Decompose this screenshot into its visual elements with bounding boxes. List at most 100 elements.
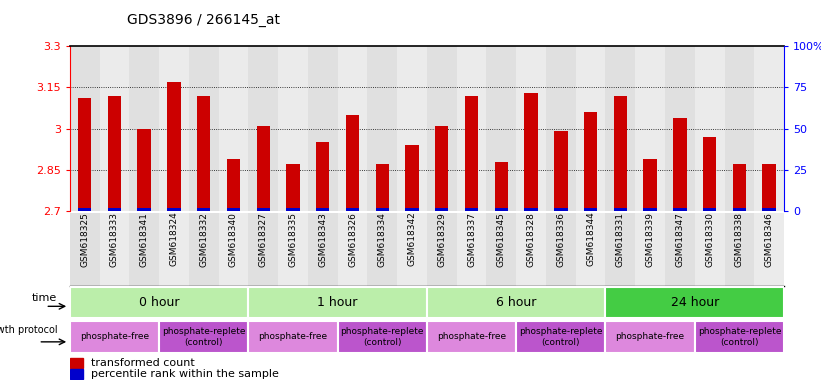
Bar	[546, 46, 576, 211]
Bar	[159, 213, 189, 286]
Bar	[137, 208, 151, 211]
Bar	[554, 208, 567, 211]
Bar	[516, 213, 546, 286]
Bar	[516, 46, 546, 211]
Bar	[70, 46, 99, 211]
Bar	[248, 321, 337, 353]
Bar	[695, 321, 784, 353]
Bar	[99, 213, 130, 286]
Bar	[99, 46, 130, 211]
Bar	[256, 126, 270, 211]
Bar	[70, 369, 83, 379]
Bar	[406, 145, 419, 211]
Text: phosphate-replete
(control): phosphate-replete (control)	[698, 327, 781, 347]
Bar	[644, 208, 657, 211]
Bar	[278, 213, 308, 286]
Bar	[189, 46, 218, 211]
Bar	[256, 208, 270, 211]
Bar	[435, 208, 448, 211]
Bar	[763, 164, 776, 211]
Bar	[576, 46, 606, 211]
Bar	[613, 96, 627, 211]
Bar	[337, 321, 427, 353]
Bar	[308, 213, 337, 286]
Bar	[525, 93, 538, 211]
Text: phosphate-replete
(control): phosphate-replete (control)	[162, 327, 245, 347]
Bar	[316, 208, 329, 211]
Bar	[725, 46, 754, 211]
Text: growth protocol: growth protocol	[0, 325, 57, 336]
Bar	[427, 287, 606, 318]
Text: phosphate-free: phosphate-free	[80, 333, 149, 341]
Bar	[249, 46, 278, 211]
Bar	[606, 287, 784, 318]
Bar	[78, 98, 91, 211]
Bar	[494, 162, 508, 211]
Text: transformed count: transformed count	[91, 358, 195, 368]
Bar	[427, 46, 456, 211]
Bar	[665, 213, 695, 286]
Bar	[644, 159, 657, 211]
Bar	[732, 208, 746, 211]
Bar	[397, 46, 427, 211]
Bar	[167, 208, 181, 211]
Bar	[368, 46, 397, 211]
Bar	[613, 208, 627, 211]
Bar	[159, 46, 189, 211]
Bar	[584, 112, 598, 211]
Bar	[427, 213, 456, 286]
Bar	[316, 142, 329, 211]
Bar	[108, 96, 122, 211]
Bar	[635, 46, 665, 211]
Bar	[494, 208, 508, 211]
Text: 0 hour: 0 hour	[139, 296, 179, 309]
Bar	[130, 213, 159, 286]
Bar	[732, 164, 746, 211]
Bar	[703, 137, 717, 211]
Bar	[346, 208, 360, 211]
Bar	[525, 208, 538, 211]
Text: time: time	[32, 293, 57, 303]
Bar	[159, 321, 248, 353]
Text: phosphate-replete
(control): phosphate-replete (control)	[341, 327, 424, 347]
Bar	[635, 213, 665, 286]
Bar	[287, 164, 300, 211]
Bar	[673, 208, 686, 211]
Bar	[465, 96, 479, 211]
Bar	[227, 159, 241, 211]
Bar	[248, 287, 427, 318]
Text: phosphate-replete
(control): phosphate-replete (control)	[519, 327, 603, 347]
Bar	[70, 358, 83, 368]
Bar	[375, 164, 389, 211]
Bar	[724, 213, 754, 286]
Bar	[397, 213, 427, 286]
Bar	[108, 208, 122, 211]
Bar	[167, 82, 181, 211]
Bar	[248, 213, 278, 286]
Bar	[465, 208, 479, 211]
Bar	[695, 46, 725, 211]
Bar	[337, 46, 368, 211]
Bar	[218, 46, 249, 211]
Bar	[606, 213, 635, 286]
Bar	[406, 208, 419, 211]
Bar	[435, 126, 448, 211]
Bar	[546, 213, 576, 286]
Bar	[487, 213, 516, 286]
Bar	[375, 208, 389, 211]
Bar	[337, 213, 368, 286]
Bar	[189, 213, 218, 286]
Bar	[278, 46, 308, 211]
Text: GDS3896 / 266145_at: GDS3896 / 266145_at	[127, 13, 280, 27]
Bar	[197, 208, 210, 211]
Bar	[456, 213, 487, 286]
Bar	[427, 321, 516, 353]
Bar	[308, 46, 337, 211]
Bar	[665, 46, 695, 211]
Bar	[70, 287, 248, 318]
Bar	[368, 213, 397, 286]
Bar	[703, 208, 717, 211]
Text: 1 hour: 1 hour	[318, 296, 358, 309]
Bar	[576, 213, 606, 286]
Bar	[606, 321, 695, 353]
